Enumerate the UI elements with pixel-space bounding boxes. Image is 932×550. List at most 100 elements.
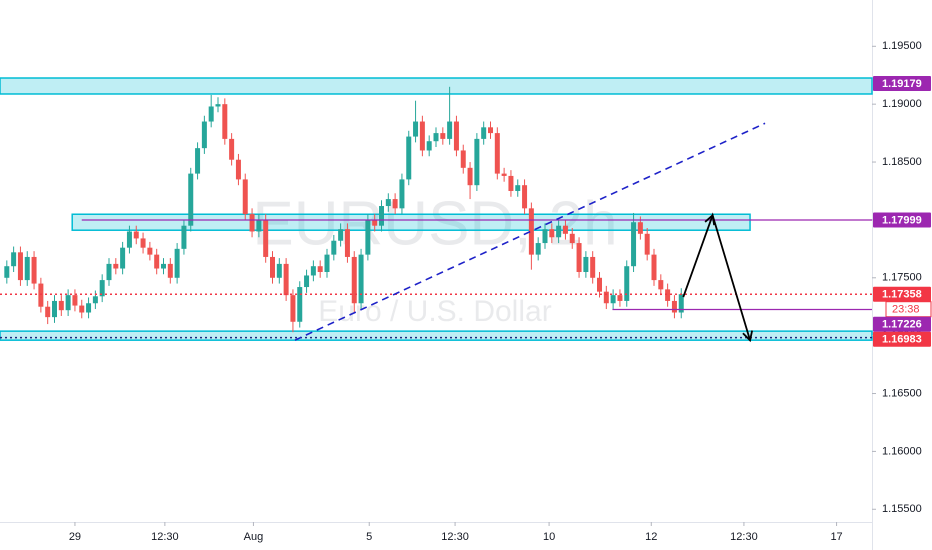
candle-body (126, 231, 132, 248)
candle-body (637, 222, 643, 234)
x-tick-label: 29 (69, 531, 81, 543)
candle-body (467, 167, 473, 186)
candle-body (31, 256, 37, 284)
candle-body (488, 127, 493, 134)
candle-body (92, 296, 98, 304)
candle-body (283, 263, 289, 296)
candle-body (45, 306, 51, 318)
y-tick-label: 1.18500 (882, 156, 922, 168)
candle-body (344, 229, 350, 257)
candle-body (290, 295, 296, 322)
candle-body (310, 266, 316, 276)
x-tick-label: 12:30 (441, 531, 469, 543)
arrow-head (742, 330, 754, 343)
x-tick-label: 10 (543, 531, 555, 543)
candle-body (235, 159, 241, 180)
candle-body (11, 252, 17, 267)
candle-body (242, 179, 248, 215)
candle-body (113, 263, 119, 269)
candle-body (617, 295, 623, 301)
candle-body (671, 300, 677, 313)
price-label-bg (873, 331, 931, 347)
candle-body (154, 254, 160, 269)
candle-body (576, 243, 582, 272)
price-label-bg (873, 75, 931, 91)
candle-body (508, 175, 514, 191)
zone (71, 213, 751, 231)
arrow-head (704, 213, 716, 226)
candle-body (38, 283, 44, 307)
y-tick-label: 1.19500 (882, 40, 922, 52)
candle-body (603, 291, 609, 304)
zone (0, 330, 873, 341)
x-tick-label: 17 (830, 531, 842, 543)
y-tick-label: 1.15500 (882, 503, 922, 515)
candle-body (610, 295, 616, 304)
candle-body (583, 256, 589, 272)
candle-body (229, 138, 235, 160)
candle-body (65, 295, 71, 311)
candle-body (17, 252, 23, 281)
candle-body (276, 263, 282, 278)
price-label-bg (873, 316, 931, 332)
candle-body (167, 263, 173, 278)
y-tick-label: 1.17500 (882, 272, 922, 284)
candle-body (474, 138, 480, 186)
candle-body (188, 173, 194, 226)
x-tick-label: Aug (244, 531, 264, 543)
candle-body (147, 247, 153, 255)
candle-body (317, 266, 323, 272)
candle-body (24, 256, 30, 281)
price-label: 1.16983 (882, 334, 922, 346)
countdown: 23:38 (892, 304, 920, 316)
y-tick-label: 1.19000 (882, 98, 922, 110)
candle-body (631, 222, 637, 267)
candle-body (399, 179, 405, 209)
candle-body (528, 208, 534, 255)
candle-body (494, 133, 500, 174)
candle-body (562, 225, 568, 234)
candle-body (161, 263, 166, 269)
candle-body (549, 229, 555, 238)
candle-body (372, 219, 378, 226)
candle-body (440, 133, 446, 139)
x-tick-label: 5 (366, 531, 372, 543)
x-tick-label: 12 (645, 531, 657, 543)
candle-body (678, 294, 684, 313)
candle-body (556, 225, 562, 238)
candle-body (331, 240, 337, 255)
candle-body (658, 280, 664, 290)
x-tick-label: 12:30 (730, 531, 758, 543)
candle-body (624, 266, 630, 301)
candle-body (58, 300, 64, 311)
candle-body (195, 148, 201, 174)
price-label-bg (873, 286, 931, 302)
candle-body (79, 305, 85, 313)
candle-body (569, 233, 575, 244)
candle-body (665, 289, 671, 301)
candle-body (256, 219, 262, 232)
candle-body (120, 247, 126, 269)
price-label: 1.17358 (882, 289, 922, 301)
candle-body (590, 256, 596, 278)
candle-body (140, 238, 146, 248)
candle-body (433, 133, 439, 142)
candle-body (413, 121, 419, 137)
candle-body (501, 173, 507, 176)
candle-body (644, 233, 650, 255)
candle-body (392, 199, 398, 209)
y-tick-label: 1.16000 (882, 445, 922, 457)
candle-body (270, 256, 275, 278)
candle-body (297, 287, 303, 322)
candle-body (426, 141, 432, 151)
y-tick-label: 1.16500 (882, 387, 922, 399)
candle-body (447, 121, 453, 139)
candle-body (651, 254, 657, 281)
candle-body (542, 229, 548, 244)
candle-body (215, 104, 221, 107)
price-label: 1.19179 (882, 78, 922, 90)
zone (0, 77, 873, 95)
price-label-bg (873, 212, 931, 228)
candle-body (406, 136, 412, 180)
